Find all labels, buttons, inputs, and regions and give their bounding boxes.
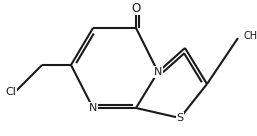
Text: N: N bbox=[89, 103, 97, 113]
Text: O: O bbox=[131, 1, 141, 15]
Text: S: S bbox=[177, 113, 183, 123]
Text: Cl: Cl bbox=[6, 87, 16, 97]
Text: N: N bbox=[154, 67, 162, 77]
Text: CH₃: CH₃ bbox=[244, 31, 257, 41]
